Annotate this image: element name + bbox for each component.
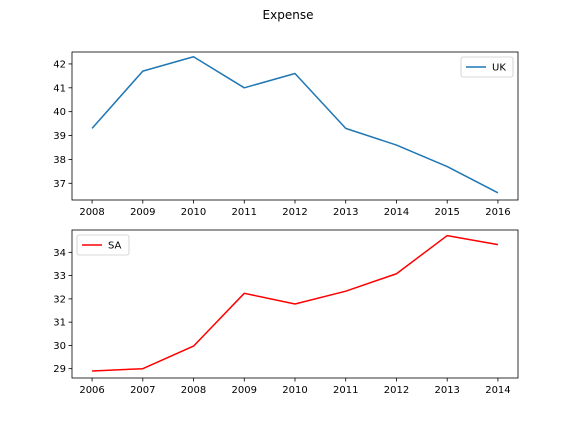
sa-x-tick-label: 2014 (485, 385, 510, 396)
uk-x-tick-label: 2011 (232, 207, 257, 218)
uk-x-tick-label: 2015 (434, 207, 459, 218)
uk-x-tick-label: 2013 (333, 207, 358, 218)
uk-y-tick-label: 41 (53, 83, 66, 94)
sa-y-tick-label: 32 (53, 294, 66, 305)
uk-legend-box (460, 56, 514, 78)
sa-x-tick-label: 2013 (434, 385, 459, 396)
figure-title: Expense (263, 8, 314, 22)
uk-legend-label: UK (492, 63, 506, 74)
uk-y-tick-label: 42 (53, 59, 66, 70)
sa-y-tick-label: 29 (53, 364, 66, 375)
sa-x-tick-label: 2007 (130, 385, 155, 396)
uk-y-tick-label: 40 (53, 107, 66, 118)
uk-y-tick-label: 39 (53, 131, 66, 142)
sa-series-line (92, 234, 499, 372)
uk-x-tick-label: 2014 (384, 207, 409, 218)
uk-expense-axes: 2008 2009 2010 2011 2012 2013 2014 2015 2016 37 38… (53, 51, 519, 218)
uk-series-line (91, 56, 499, 194)
sa-y-tick-label: 33 (53, 271, 66, 282)
sa-x-tick-label: 2011 (333, 385, 358, 396)
sa-legend-label: SA (108, 241, 122, 252)
uk-legend: UK (460, 56, 514, 78)
sa-expense-axes: 2006 2007 2008 2009 2010 2011 2012 2013 2014 29 30… (53, 229, 519, 396)
sa-x-tick-label: 2006 (79, 385, 104, 396)
sa-y-tick-label: 30 (53, 341, 66, 352)
sa-x-tick-label: 2009 (232, 385, 257, 396)
sa-y-tick-label: 31 (53, 318, 66, 329)
sa-x-tick-label: 2008 (181, 385, 206, 396)
sa-x-tick-label: 2012 (384, 385, 409, 396)
uk-x-tick-label: 2016 (485, 207, 510, 218)
sa-legend-box (76, 234, 130, 256)
uk-x-tick-label: 2010 (181, 207, 206, 218)
uk-y-tick-label: 38 (53, 155, 66, 166)
uk-x-tick-label: 2009 (130, 207, 155, 218)
sa-y-tick-label: 34 (53, 248, 66, 259)
uk-x-tick-label: 2008 (79, 207, 104, 218)
uk-y-tick-label: 37 (53, 179, 66, 190)
sa-legend: SA (76, 234, 130, 256)
sa-x-tick-label: 2010 (282, 385, 307, 396)
uk-x-tick-label: 2012 (282, 207, 307, 218)
